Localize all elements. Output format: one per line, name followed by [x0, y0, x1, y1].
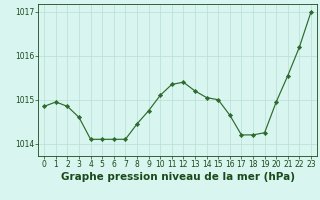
- X-axis label: Graphe pression niveau de la mer (hPa): Graphe pression niveau de la mer (hPa): [60, 172, 295, 182]
